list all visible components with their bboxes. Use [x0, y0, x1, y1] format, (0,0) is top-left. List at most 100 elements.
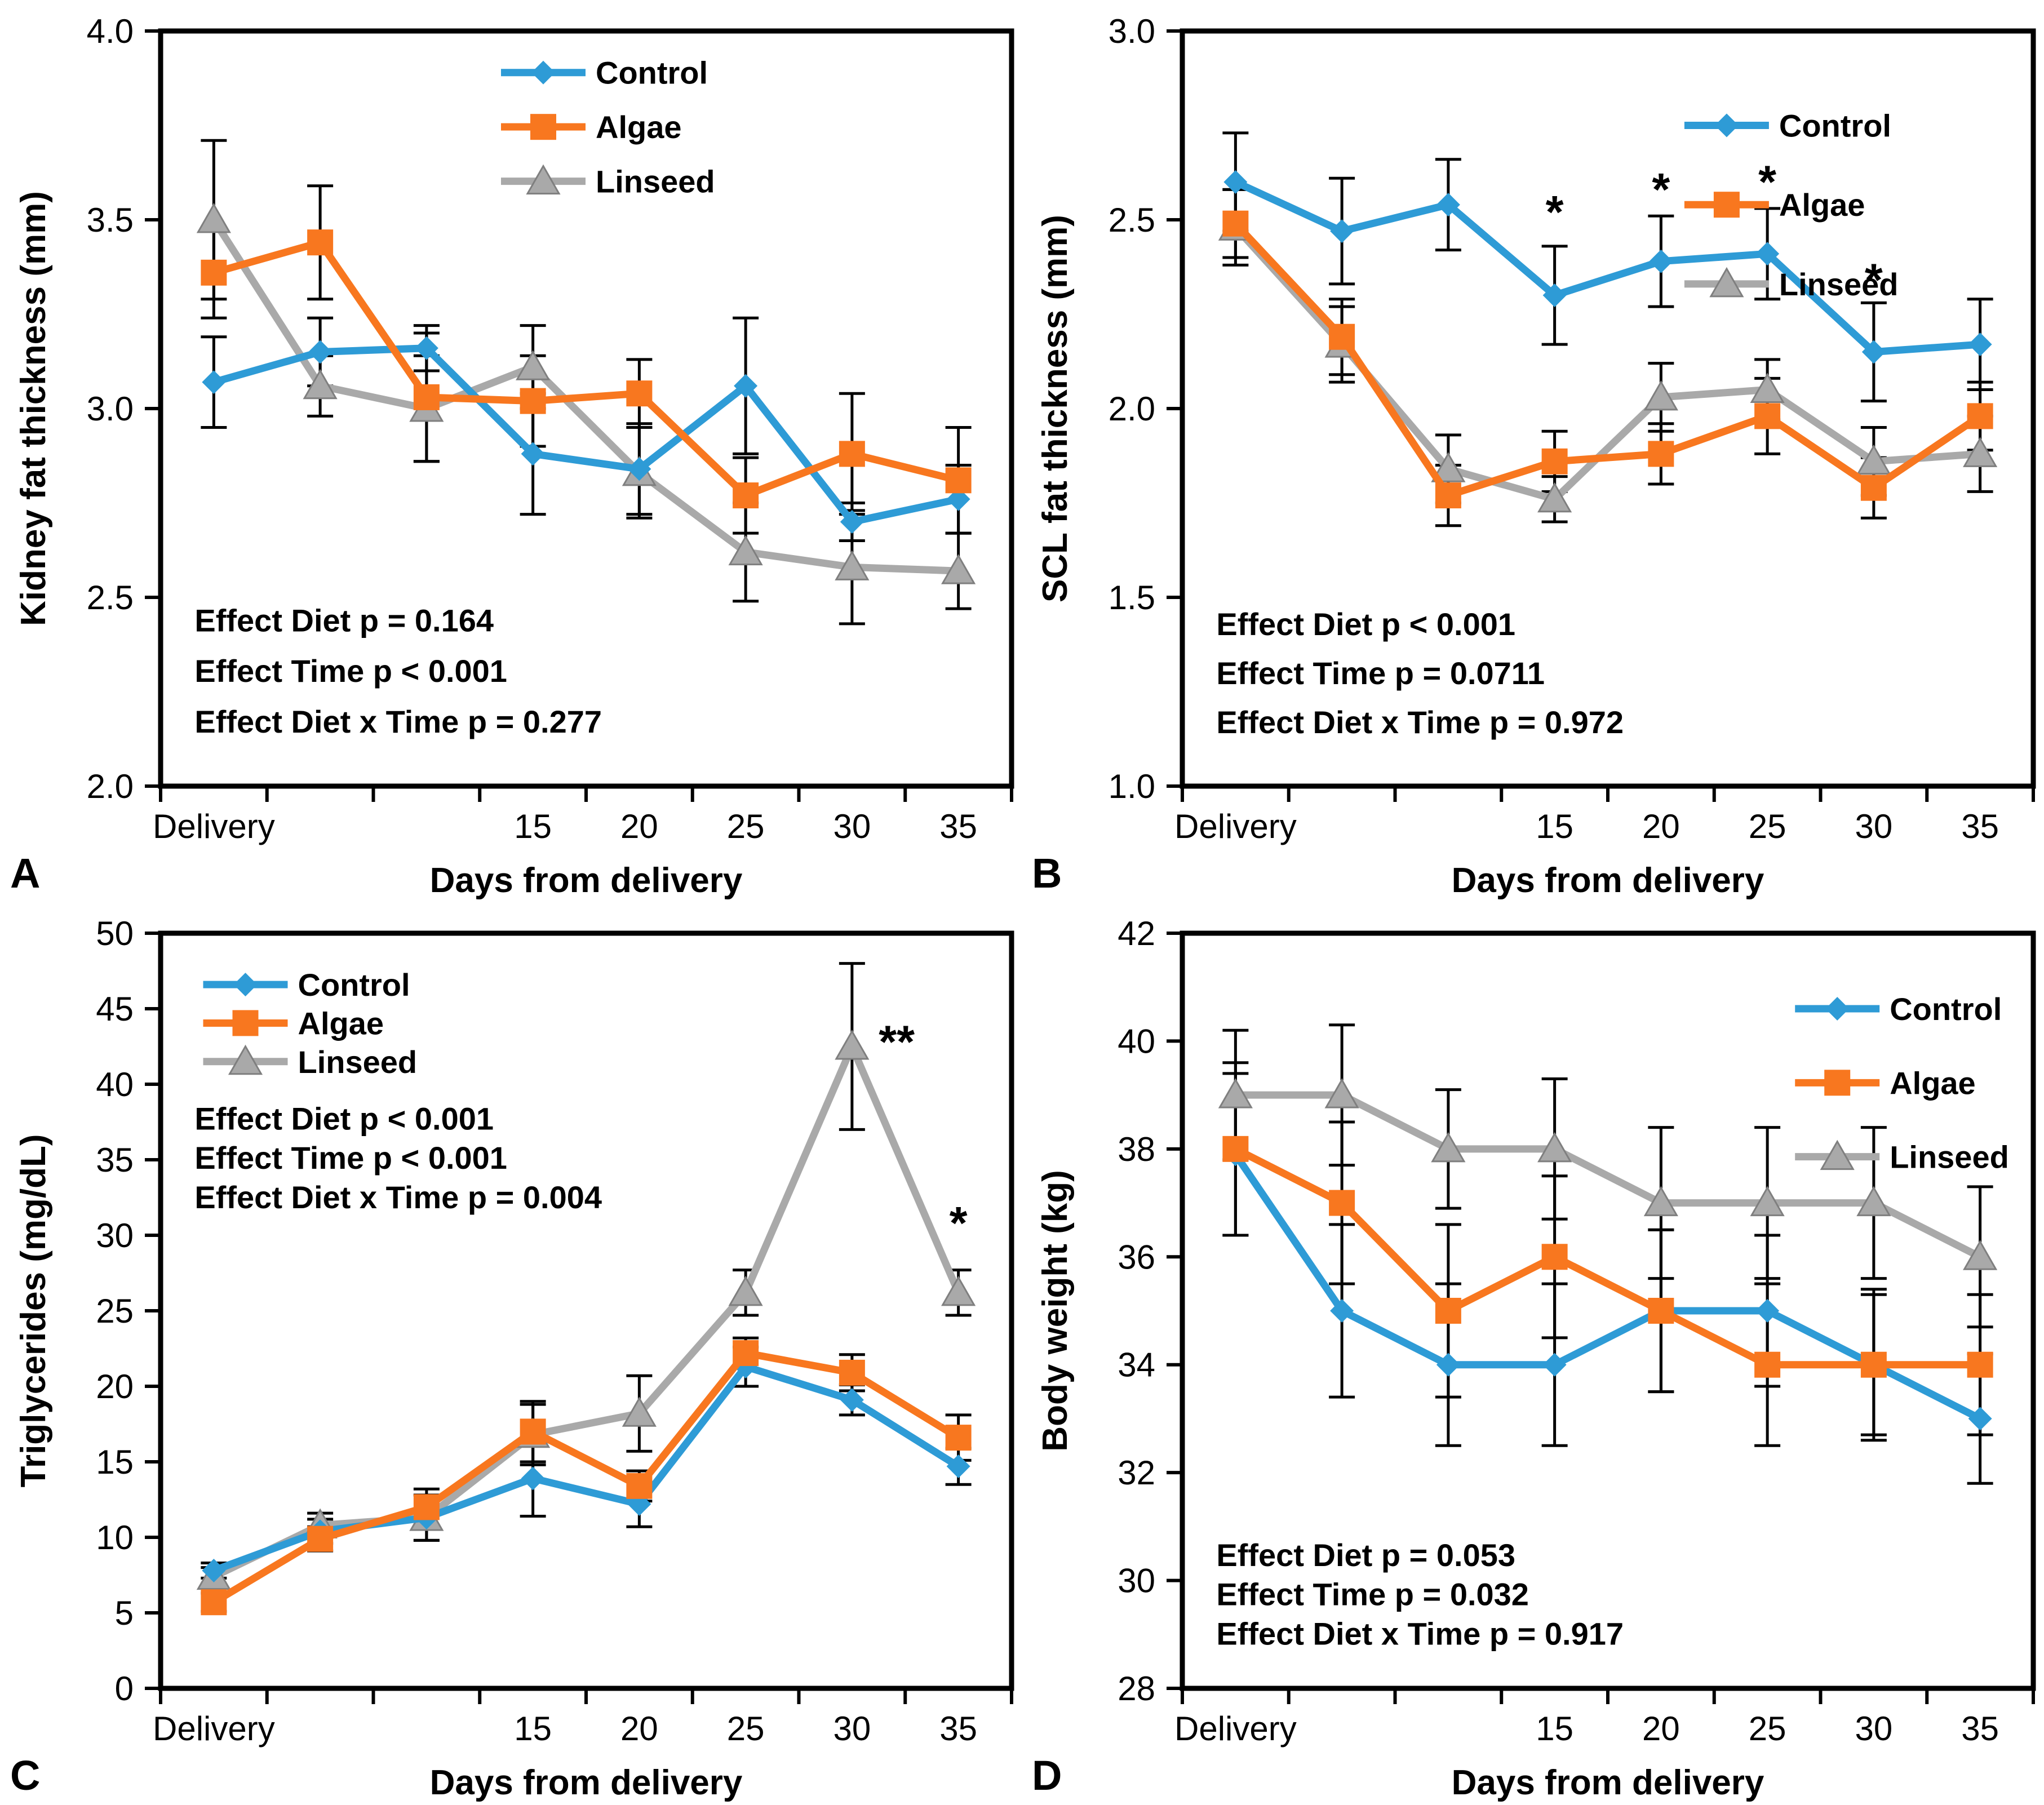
y-tick-label: 25 — [96, 1292, 134, 1330]
legend: Control Algae Linseed — [501, 55, 715, 199]
x-axis-title: Days from delivery — [430, 861, 743, 900]
significance-asterisk: * — [1865, 255, 1883, 306]
x-tick-label: 30 — [1855, 808, 1893, 845]
series-control-marker — [1755, 1299, 1780, 1323]
legend-item-control: Control — [1684, 108, 1891, 144]
legend-square-icon — [1824, 1070, 1851, 1096]
series-algae — [201, 229, 972, 509]
y-tick-label: 2.5 — [1109, 201, 1155, 239]
x-tick-label: 30 — [1855, 1710, 1893, 1748]
x-axis: Delivery 15 20 25 30 35 — [153, 1688, 1013, 1748]
legend-label: Linseed — [1890, 1139, 2009, 1175]
legend-label: Linseed — [1779, 267, 1899, 302]
legend-item-algae: Algae — [203, 1005, 384, 1041]
x-tick-label: 25 — [727, 808, 765, 845]
series-linseed-marker — [1963, 437, 1998, 467]
series-linseed-marker — [1431, 452, 1466, 482]
x-axis-title: Days from delivery — [430, 1763, 743, 1802]
series-linseed-marker — [1750, 372, 1785, 403]
series-algae-marker — [413, 384, 440, 410]
significance-asterisk: ** — [879, 1017, 915, 1068]
y-tick-label: 2.5 — [87, 579, 134, 617]
series-algae-marker — [1860, 1351, 1887, 1378]
series-linseed-marker — [1643, 380, 1678, 411]
series-linseed-marker — [1750, 1186, 1785, 1217]
y-tick-label: 0 — [115, 1670, 134, 1708]
legend-item-linseed: Linseed — [1795, 1139, 2009, 1175]
series-linseed — [1218, 1078, 1998, 1270]
panel-letter: C — [10, 1752, 40, 1799]
series-control-marker — [946, 1454, 970, 1479]
stats-line: Effect Diet x Time p = 0.004 — [194, 1179, 602, 1215]
series-algae-marker — [1648, 1298, 1674, 1324]
legend-diamond-icon — [1825, 997, 1850, 1021]
legend-item-control: Control — [501, 55, 708, 91]
stats-line: Effect Diet x Time p = 0.277 — [194, 704, 602, 739]
series-linseed-marker — [1431, 1132, 1466, 1163]
series-linseed — [196, 202, 976, 584]
legend-item-linseed: Linseed — [203, 1044, 417, 1080]
series-control-marker — [1861, 340, 1886, 364]
legend-square-icon — [232, 1010, 259, 1036]
y-tick-label: 40 — [96, 1066, 134, 1103]
series-control-marker — [1968, 332, 1992, 357]
series-algae-marker — [1967, 403, 1993, 429]
legend-label: Control — [596, 55, 708, 91]
x-tick-label: 35 — [939, 1710, 977, 1748]
x-tick-label: 30 — [833, 808, 871, 845]
series-algae-marker — [1967, 1351, 1993, 1378]
series-algae-line — [212, 1349, 961, 1606]
series-control-marker — [414, 336, 438, 360]
y-tick-label: 42 — [1118, 915, 1155, 952]
y-axis-title: Body weight (kg) — [1036, 1170, 1075, 1451]
y-tick-label: 30 — [96, 1217, 134, 1254]
series-control-marker — [308, 340, 332, 364]
series-control-marker — [840, 510, 864, 534]
y-tick-label: 34 — [1118, 1346, 1155, 1384]
stats-text: Effect Diet p < 0.001 Effect Time p < 0.0… — [194, 1101, 602, 1214]
legend-triangle-icon — [228, 1044, 263, 1075]
series-linseed-marker — [1856, 444, 1891, 475]
x-tick-label: 15 — [514, 1710, 552, 1748]
series-control-marker — [1542, 1352, 1567, 1377]
legend-item-algae: Algae — [1795, 1065, 1976, 1101]
stats-line: Effect Diet p < 0.001 — [1216, 606, 1515, 642]
panel-a-chart: 2.0 2.5 3.0 3.5 4.0 Delivery 15 20 25 30 35 Days fr… — [10, 12, 1014, 900]
series-control-marker — [521, 442, 545, 466]
series-algae-marker — [1435, 482, 1461, 509]
series-control-marker — [202, 1558, 226, 1582]
panel-letter: A — [10, 850, 40, 897]
y-tick-label: 38 — [1118, 1130, 1155, 1168]
x-axis-title: Days from delivery — [1452, 861, 1764, 900]
series-algae-line — [1232, 221, 1983, 499]
legend-triangle-icon — [1709, 267, 1744, 298]
series-algae-marker — [1541, 1244, 1568, 1270]
y-tick-label: 1.0 — [1109, 768, 1155, 805]
series-algae-marker — [1541, 448, 1568, 474]
legend-triangle-icon — [1820, 1139, 1855, 1170]
legend-diamond-icon — [233, 973, 258, 997]
stats-line: Effect Diet x Time p = 0.972 — [1216, 704, 1624, 740]
legend-item-linseed: Linseed — [1684, 267, 1899, 302]
series-algae-marker — [945, 1425, 972, 1451]
stats-line: Effect Time p = 0.0711 — [1216, 655, 1545, 691]
series-linseed-line — [212, 1043, 962, 1580]
y-axis-title: Kidney fat thickness (mm) — [14, 191, 53, 626]
series-algae-marker — [520, 388, 546, 414]
significance-asterisk: * — [1652, 164, 1670, 215]
stats-text: Effect Diet p = 0.053 Effect Time p = 0.0… — [1216, 1537, 1624, 1651]
y-tick-label: 35 — [96, 1141, 134, 1179]
series-linseed-marker — [835, 1029, 870, 1060]
legend: Control Algae Linseed — [1795, 991, 2009, 1175]
series-algae-marker — [1754, 1351, 1781, 1378]
series-linseed-line — [210, 218, 959, 575]
series-control-marker — [1649, 249, 1673, 273]
y-tick-label: 45 — [96, 990, 134, 1028]
x-tick-label: 35 — [1961, 1710, 1999, 1748]
panel-c-chart: 0 5 10 15 20 25 30 35 40 45 50 Delivery 15 20 25 30 35 Da… — [10, 915, 1014, 1802]
series-linseed-marker — [1218, 1078, 1253, 1108]
series-algae-line — [1234, 1146, 1980, 1369]
series-control-line — [212, 344, 959, 526]
series-control-marker — [734, 374, 758, 398]
x-tick-label: 15 — [1536, 808, 1573, 845]
